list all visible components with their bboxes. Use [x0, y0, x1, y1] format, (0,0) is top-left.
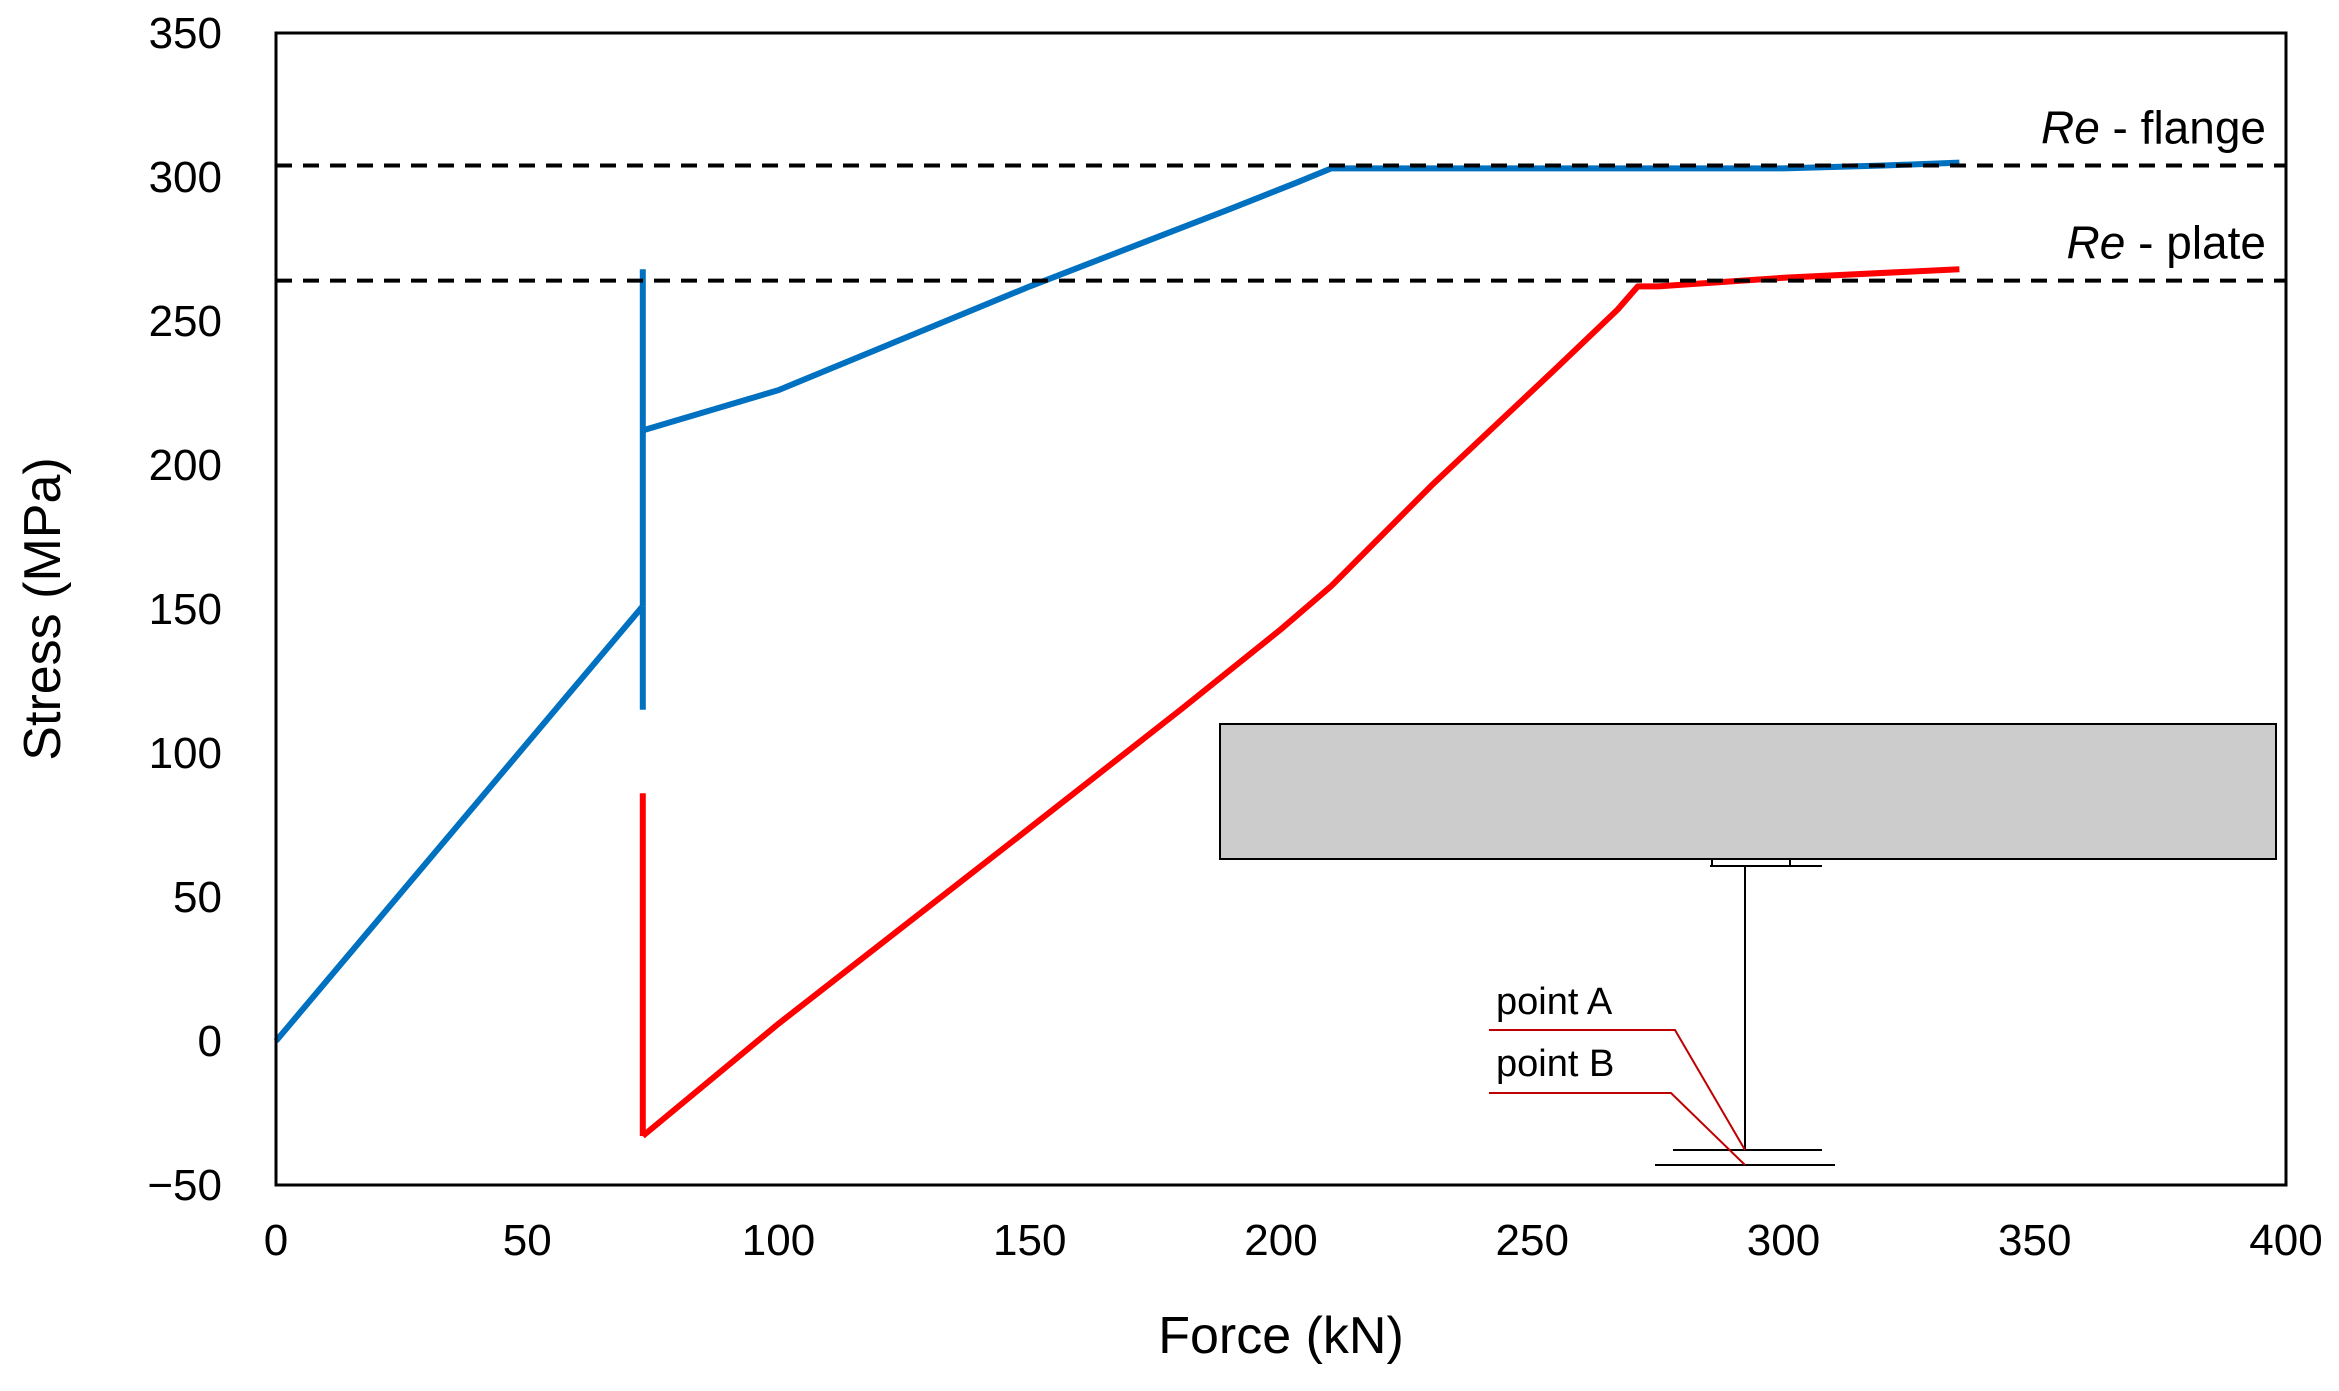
cross-section-inset: point A point B — [1219, 723, 2277, 1166]
y-tick-label: 0 — [198, 1017, 222, 1066]
y-axis-title: Stress (MPa) — [14, 457, 72, 760]
series-0-segment-0 — [273, 604, 646, 1043]
y-tick-label: 300 — [149, 153, 222, 202]
x-tick-label: 100 — [742, 1216, 815, 1265]
reference-lines: Re - flange Re - plate — [276, 101, 2286, 283]
concrete-slab — [1219, 723, 2277, 860]
x-tick-label: 250 — [1496, 1216, 1569, 1265]
y-tick-label: 50 — [173, 873, 222, 922]
y-tick-label: 250 — [149, 297, 222, 346]
point-b-label: point B — [1496, 1043, 1614, 1085]
x-tick-label: 0 — [264, 1216, 288, 1265]
x-tick-label: 400 — [2249, 1216, 2322, 1265]
leader-point-b — [1489, 1092, 1746, 1166]
series-0-segment-3 — [641, 159, 1960, 434]
series-1-segment-1 — [640, 266, 1960, 1139]
y-tick-label: 150 — [149, 585, 222, 634]
leader-point-a — [1489, 1029, 1746, 1151]
y-tick-label: 100 — [149, 729, 222, 778]
x-tick-label: 50 — [503, 1216, 552, 1265]
y-tick-label: −50 — [147, 1161, 222, 1210]
y-tick-label: 350 — [149, 9, 222, 58]
plot-frame — [274, 31, 2288, 1187]
y-tick-labels: −50 0 50 100 150 200 250 300 350 — [147, 9, 222, 1210]
x-tick-label: 150 — [993, 1216, 1066, 1265]
x-tick-label: 200 — [1244, 1216, 1317, 1265]
x-tick-labels: 0 50 100 150 200 250 300 350 400 — [264, 1216, 2323, 1265]
y-tick-label: 200 — [149, 441, 222, 490]
point-a-label: point A — [1496, 981, 1613, 1023]
reference-line-label-0: Re - flange — [2041, 101, 2266, 153]
x-axis-title: Force (kN) — [1158, 1307, 1404, 1365]
reference-line-label-1: Re - plate — [2067, 217, 2266, 269]
x-tick-label: 300 — [1747, 1216, 1820, 1265]
chart-lines — [273, 159, 1960, 1139]
x-tick-label: 350 — [1998, 1216, 2071, 1265]
